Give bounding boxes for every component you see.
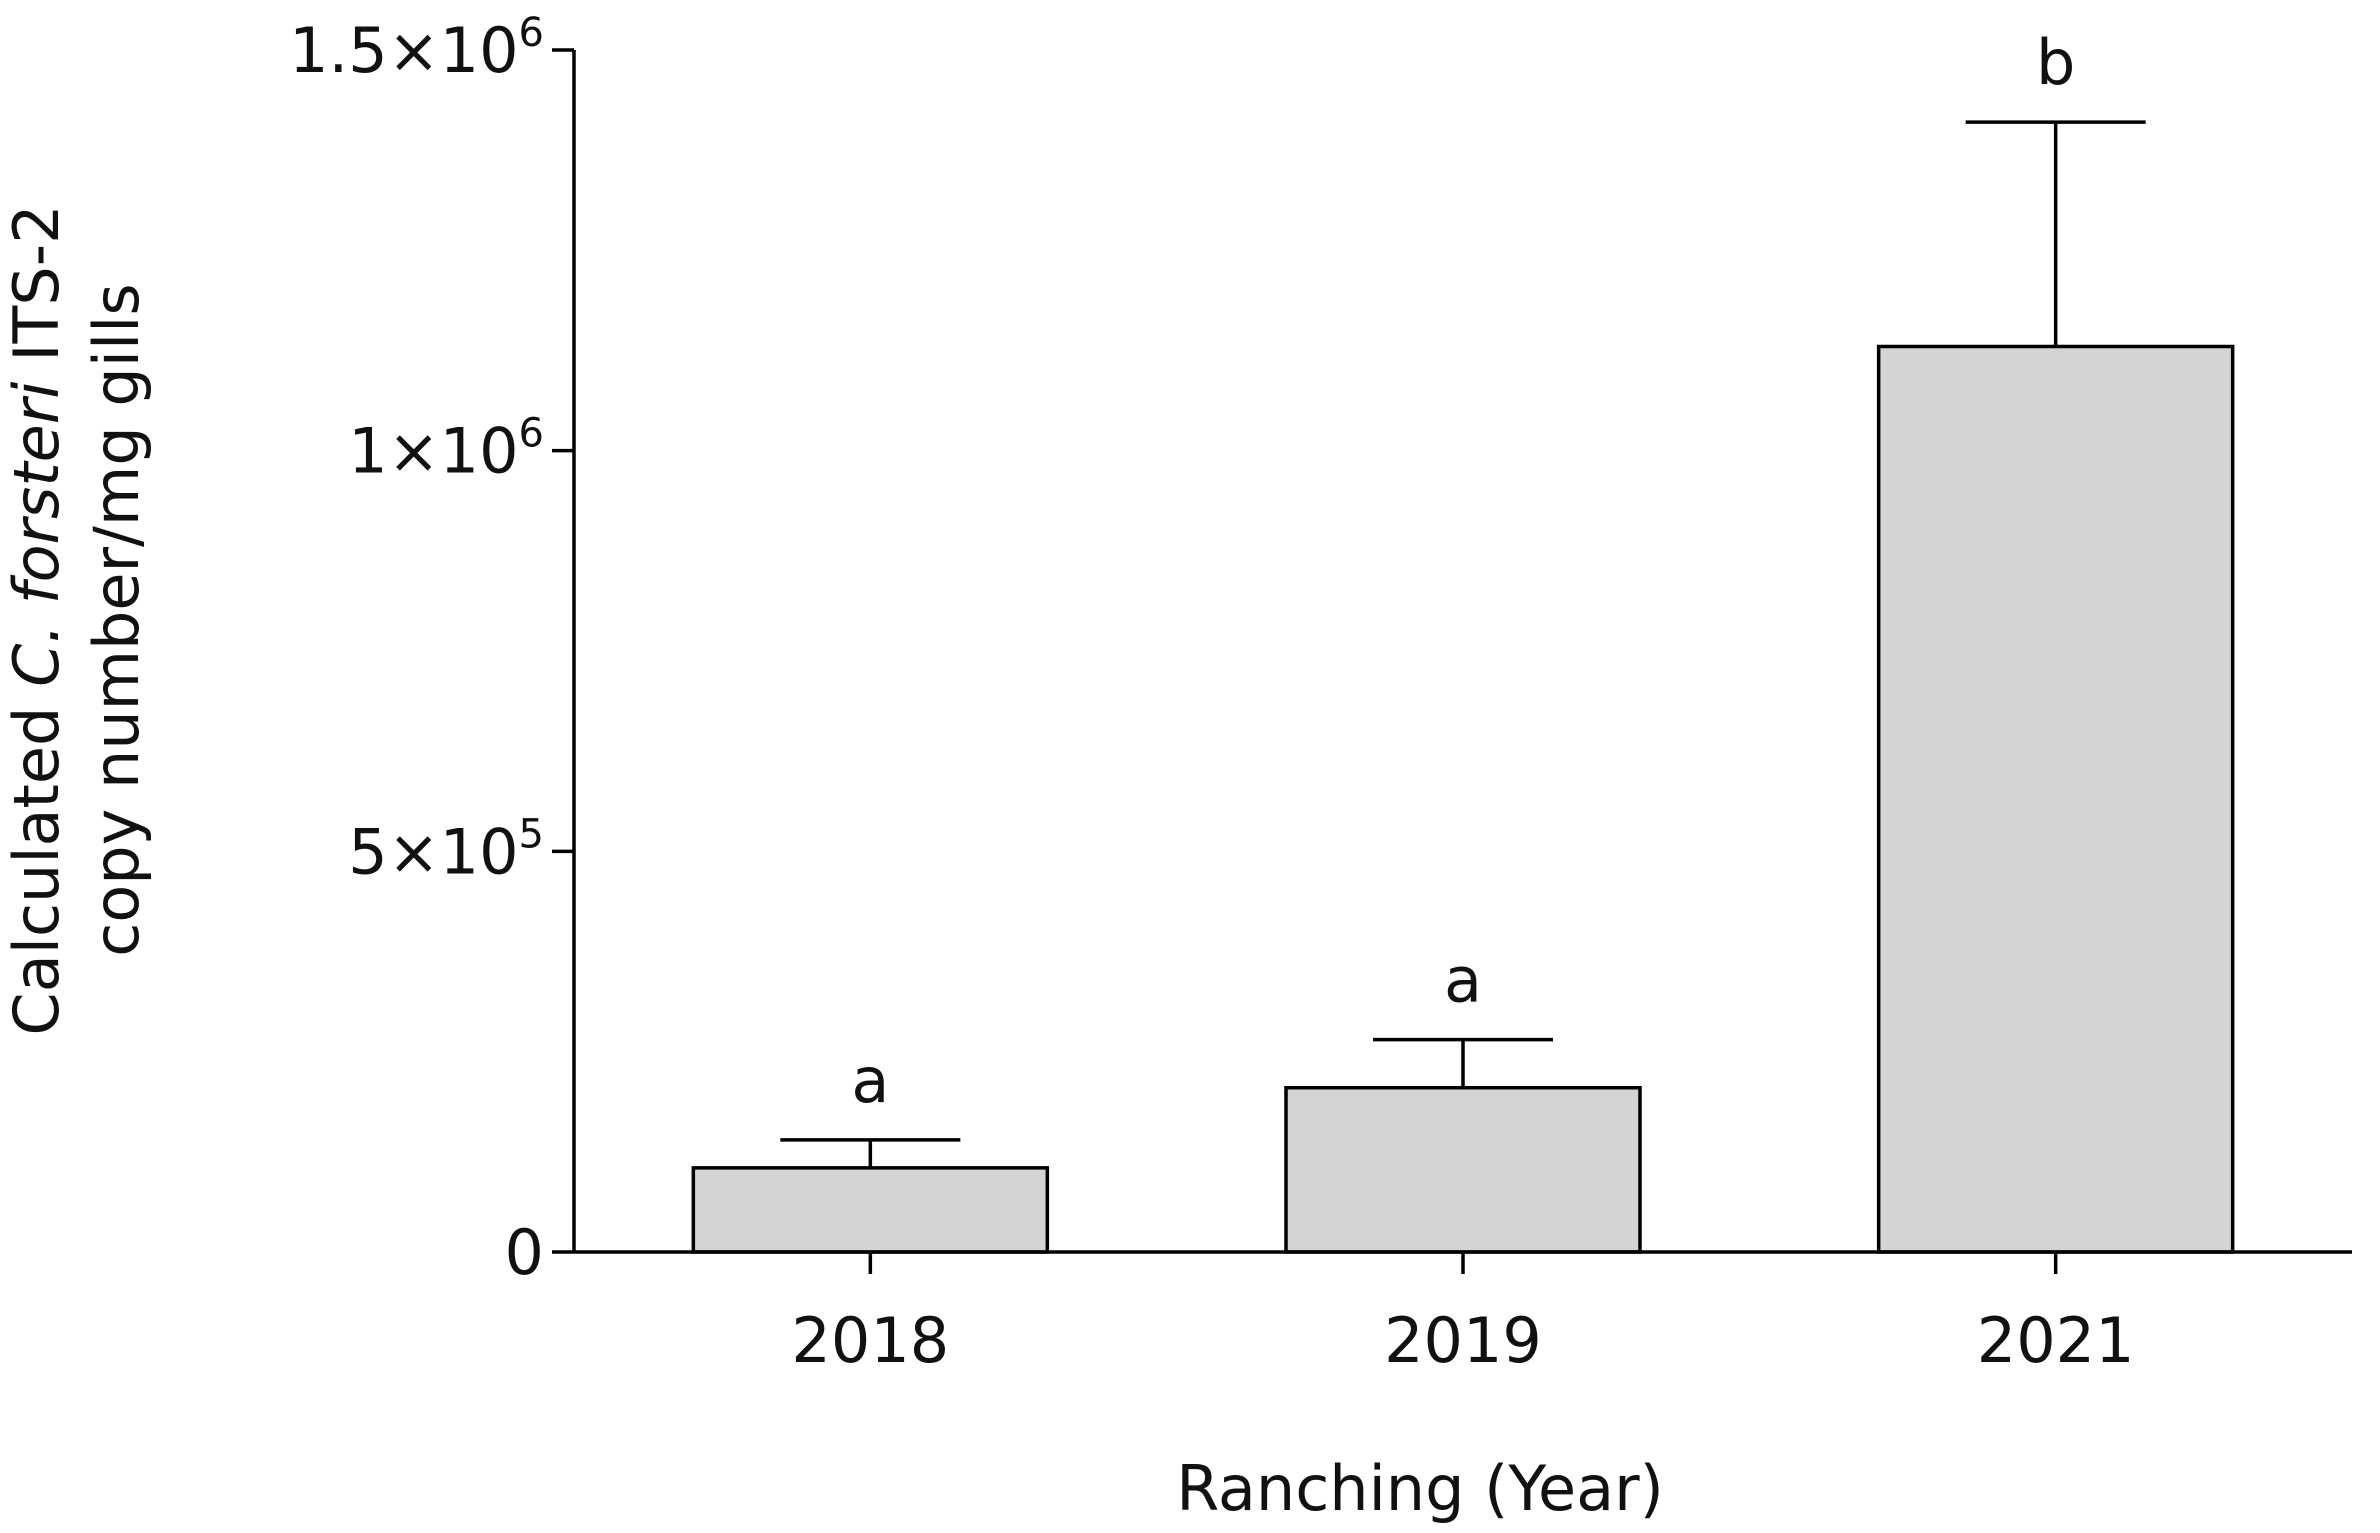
significance-labels-layer: a a b bbox=[851, 26, 2075, 1117]
significance-label-2019: a bbox=[1444, 944, 1482, 1017]
significance-label-2021: b bbox=[2036, 26, 2075, 99]
y-tick-label-3: 1.5×106 bbox=[289, 10, 544, 87]
y-tick-label-1: 5×105 bbox=[348, 811, 544, 888]
x-tick-label-2019: 2019 bbox=[1384, 1304, 1542, 1377]
y-axis-title: Calculated C. forsteri ITS-2 copy number… bbox=[0, 204, 153, 1035]
significance-label-2018: a bbox=[851, 1044, 889, 1117]
y-axis-title-line2: copy number/mg gills bbox=[80, 283, 153, 956]
bar-2019 bbox=[1284, 1085, 1642, 1254]
y-axis-title-species: C. forsteri bbox=[0, 381, 73, 686]
y-tick-label-2: 1×106 bbox=[348, 411, 544, 488]
bars-layer bbox=[691, 344, 2235, 1254]
bar-2018 bbox=[691, 1166, 1050, 1254]
y-ticks-layer: 0 5×105 1×106 1.5×106 bbox=[289, 10, 574, 1289]
y-axis-title-line1: Calculated C. forsteri ITS-2 bbox=[0, 204, 73, 1035]
x-ticks-layer: 2018 2019 2021 bbox=[791, 1252, 2135, 1377]
error-bars-layer bbox=[780, 120, 2146, 1168]
y-axis-title-suffix: ITS-2 bbox=[0, 204, 73, 381]
x-tick-label-2021: 2021 bbox=[1977, 1304, 2135, 1377]
y-tick-label-0: 0 bbox=[505, 1216, 544, 1289]
bar-2021 bbox=[1876, 344, 2235, 1254]
x-axis-title: Ranching (Year) bbox=[1176, 1452, 1664, 1525]
x-tick-label-2018: 2018 bbox=[791, 1304, 949, 1377]
y-axis-title-prefix: Calculated bbox=[0, 687, 73, 1036]
